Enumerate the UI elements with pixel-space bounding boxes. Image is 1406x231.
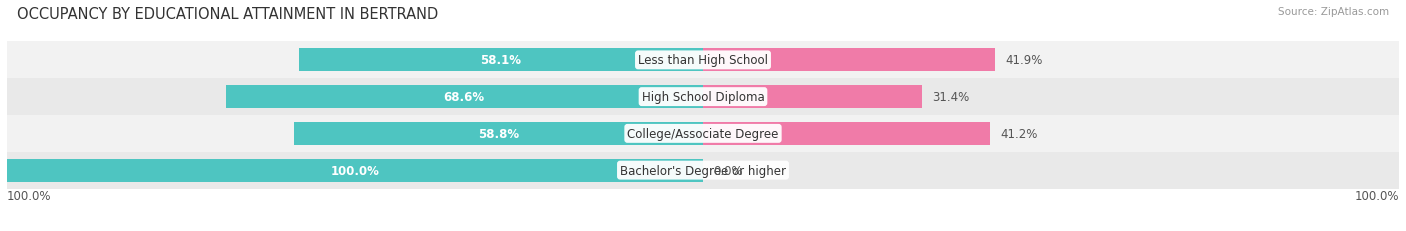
Text: Bachelor's Degree or higher: Bachelor's Degree or higher <box>620 164 786 177</box>
Text: 31.4%: 31.4% <box>932 91 969 104</box>
Bar <box>298 49 703 72</box>
Text: 58.1%: 58.1% <box>481 54 522 67</box>
Text: Less than High School: Less than High School <box>638 54 768 67</box>
Bar <box>703 86 921 109</box>
Text: 100.0%: 100.0% <box>330 164 380 177</box>
Bar <box>225 86 703 109</box>
Text: 58.8%: 58.8% <box>478 127 519 140</box>
Text: 41.2%: 41.2% <box>1000 127 1038 140</box>
Bar <box>7 152 1399 189</box>
Text: College/Associate Degree: College/Associate Degree <box>627 127 779 140</box>
Text: 68.6%: 68.6% <box>444 91 485 104</box>
Text: 100.0%: 100.0% <box>1354 189 1399 202</box>
Text: Source: ZipAtlas.com: Source: ZipAtlas.com <box>1278 7 1389 17</box>
Bar <box>7 116 1399 152</box>
Bar <box>7 79 1399 116</box>
Text: 41.9%: 41.9% <box>1005 54 1042 67</box>
Bar <box>703 49 994 72</box>
Text: 0.0%: 0.0% <box>713 164 742 177</box>
Text: 100.0%: 100.0% <box>7 189 52 202</box>
Bar <box>294 122 703 145</box>
Text: High School Diploma: High School Diploma <box>641 91 765 104</box>
Bar <box>7 159 703 182</box>
Text: OCCUPANCY BY EDUCATIONAL ATTAINMENT IN BERTRAND: OCCUPANCY BY EDUCATIONAL ATTAINMENT IN B… <box>17 7 439 22</box>
Bar <box>703 122 990 145</box>
Bar <box>7 42 1399 79</box>
